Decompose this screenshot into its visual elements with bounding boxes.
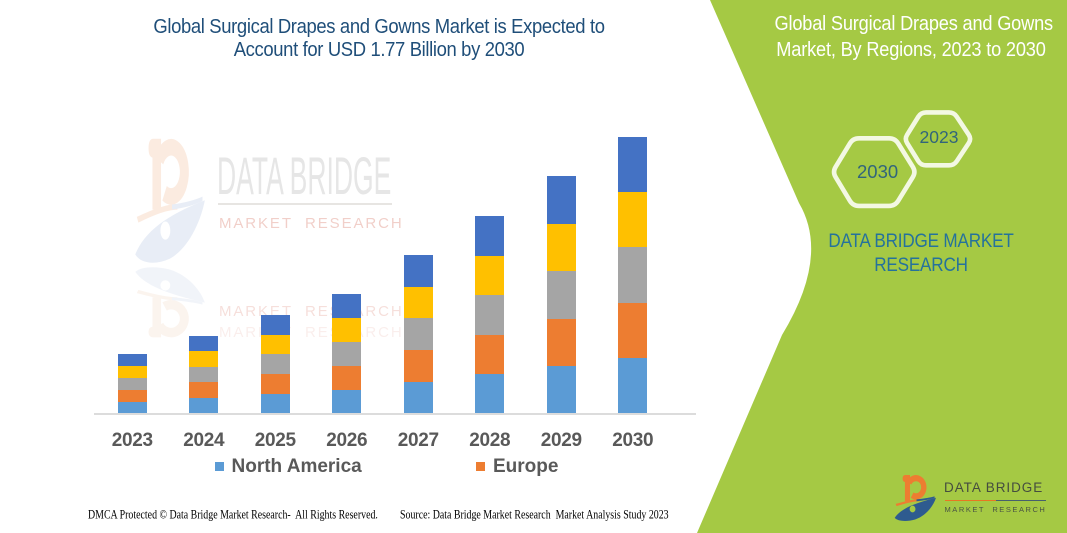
svg-text:2023: 2023 [920,127,959,147]
svg-text:2030: 2030 [857,161,898,182]
